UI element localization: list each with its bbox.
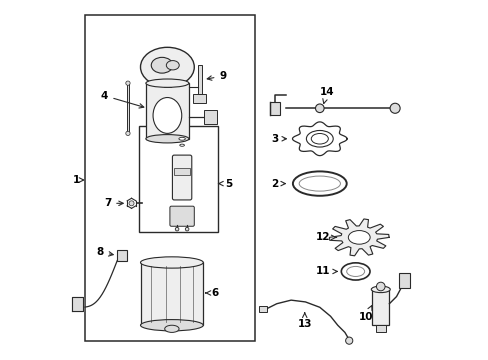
- Ellipse shape: [292, 171, 346, 196]
- Bar: [139, 126, 217, 232]
- Text: 9: 9: [207, 71, 226, 81]
- Text: 11: 11: [316, 266, 337, 276]
- Text: 3: 3: [271, 134, 286, 144]
- Ellipse shape: [299, 176, 340, 191]
- Circle shape: [389, 103, 399, 113]
- FancyBboxPatch shape: [169, 206, 194, 226]
- Circle shape: [376, 282, 384, 291]
- Circle shape: [315, 104, 324, 113]
- Ellipse shape: [140, 47, 194, 87]
- Text: 6: 6: [205, 288, 218, 298]
- Ellipse shape: [185, 227, 188, 231]
- Ellipse shape: [166, 60, 179, 70]
- Text: 13: 13: [297, 313, 311, 329]
- Bar: [197, 65, 202, 94]
- Ellipse shape: [140, 257, 203, 268]
- Ellipse shape: [346, 266, 364, 276]
- Polygon shape: [329, 219, 388, 256]
- Ellipse shape: [370, 286, 389, 293]
- Bar: [140, 262, 203, 325]
- Ellipse shape: [125, 81, 130, 85]
- Bar: [163, 81, 171, 87]
- Ellipse shape: [311, 134, 327, 144]
- Ellipse shape: [347, 230, 369, 244]
- Ellipse shape: [175, 227, 179, 231]
- Bar: [398, 273, 409, 288]
- Ellipse shape: [180, 144, 184, 146]
- Bar: [193, 94, 206, 103]
- Ellipse shape: [164, 325, 179, 332]
- Ellipse shape: [145, 135, 188, 143]
- Bar: [117, 250, 127, 261]
- Polygon shape: [72, 297, 83, 311]
- FancyBboxPatch shape: [172, 155, 191, 200]
- Ellipse shape: [306, 130, 332, 147]
- Ellipse shape: [125, 131, 130, 135]
- Bar: [145, 83, 188, 139]
- Circle shape: [345, 337, 352, 344]
- Bar: [269, 102, 280, 115]
- Ellipse shape: [341, 263, 369, 280]
- Bar: [203, 110, 216, 125]
- Bar: [85, 15, 255, 341]
- Circle shape: [129, 201, 134, 206]
- Text: 7: 7: [103, 198, 123, 208]
- Text: 10: 10: [359, 306, 373, 322]
- Ellipse shape: [140, 320, 203, 331]
- Text: 2: 2: [271, 179, 285, 189]
- Text: 1: 1: [72, 175, 83, 185]
- Ellipse shape: [153, 98, 182, 134]
- Text: 4: 4: [101, 91, 143, 108]
- Text: 8: 8: [97, 247, 113, 257]
- Ellipse shape: [179, 137, 185, 140]
- Text: 14: 14: [319, 87, 334, 104]
- Bar: [375, 324, 385, 332]
- Ellipse shape: [151, 57, 172, 73]
- Bar: [174, 168, 190, 175]
- Bar: [126, 83, 129, 134]
- Text: 5: 5: [218, 179, 231, 189]
- Bar: [371, 289, 388, 325]
- Bar: [258, 306, 266, 312]
- Ellipse shape: [145, 79, 188, 87]
- Text: 12: 12: [316, 232, 336, 242]
